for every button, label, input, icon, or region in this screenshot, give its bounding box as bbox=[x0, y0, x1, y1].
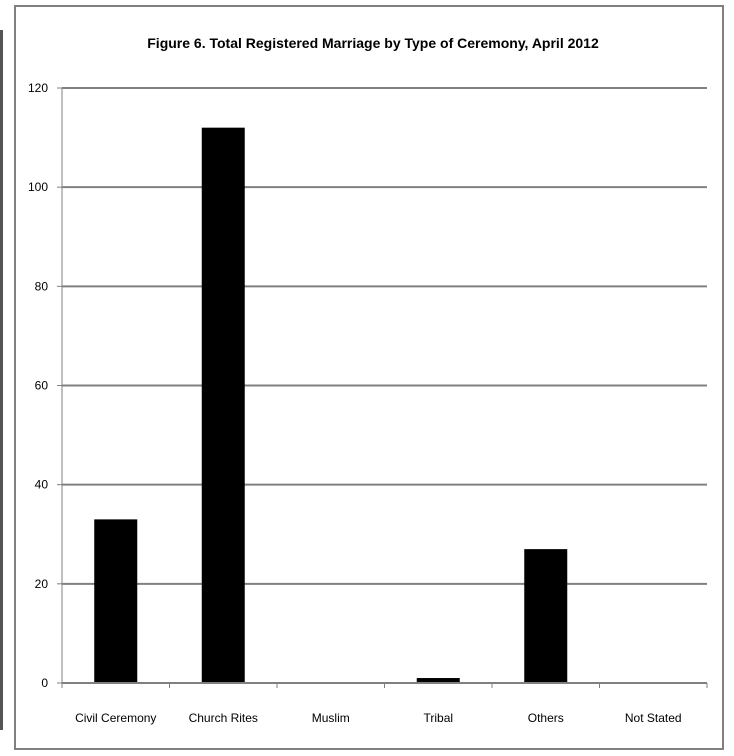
bars bbox=[94, 127, 568, 683]
bar-tribal bbox=[416, 678, 460, 683]
y-tick-label-60: 60 bbox=[35, 379, 49, 393]
y-tick-label-80: 80 bbox=[35, 279, 49, 293]
x-tick-label-church-rites: Church Rites bbox=[189, 711, 258, 725]
tick-labels: 0 20 40 60 80 100 120 Civil Ceremony Church Rite… bbox=[28, 81, 682, 725]
x-tick-label-tribal: Tribal bbox=[423, 711, 453, 725]
x-tick-label-not-stated: Not Stated bbox=[625, 711, 682, 725]
left-border-line bbox=[0, 30, 3, 730]
gridlines bbox=[62, 87, 707, 585]
bar-civil-ceremony bbox=[94, 519, 138, 683]
bar-others bbox=[524, 549, 568, 683]
y-tick-label-120: 120 bbox=[28, 81, 48, 95]
y-tick-label-20: 20 bbox=[35, 577, 49, 591]
bar-church-rites bbox=[201, 127, 245, 683]
y-tick-label-100: 100 bbox=[28, 180, 48, 194]
x-tick-label-muslim: Muslim bbox=[312, 711, 350, 725]
chart-title: Figure 6. Total Registered Marriage by T… bbox=[147, 35, 599, 51]
y-tick-label-0: 0 bbox=[41, 676, 48, 690]
axes bbox=[57, 87, 708, 688]
x-tick-label-others: Others bbox=[528, 711, 564, 725]
y-tick-label-40: 40 bbox=[35, 478, 49, 492]
x-tick-label-civil-ceremony: Civil Ceremony bbox=[75, 711, 156, 725]
